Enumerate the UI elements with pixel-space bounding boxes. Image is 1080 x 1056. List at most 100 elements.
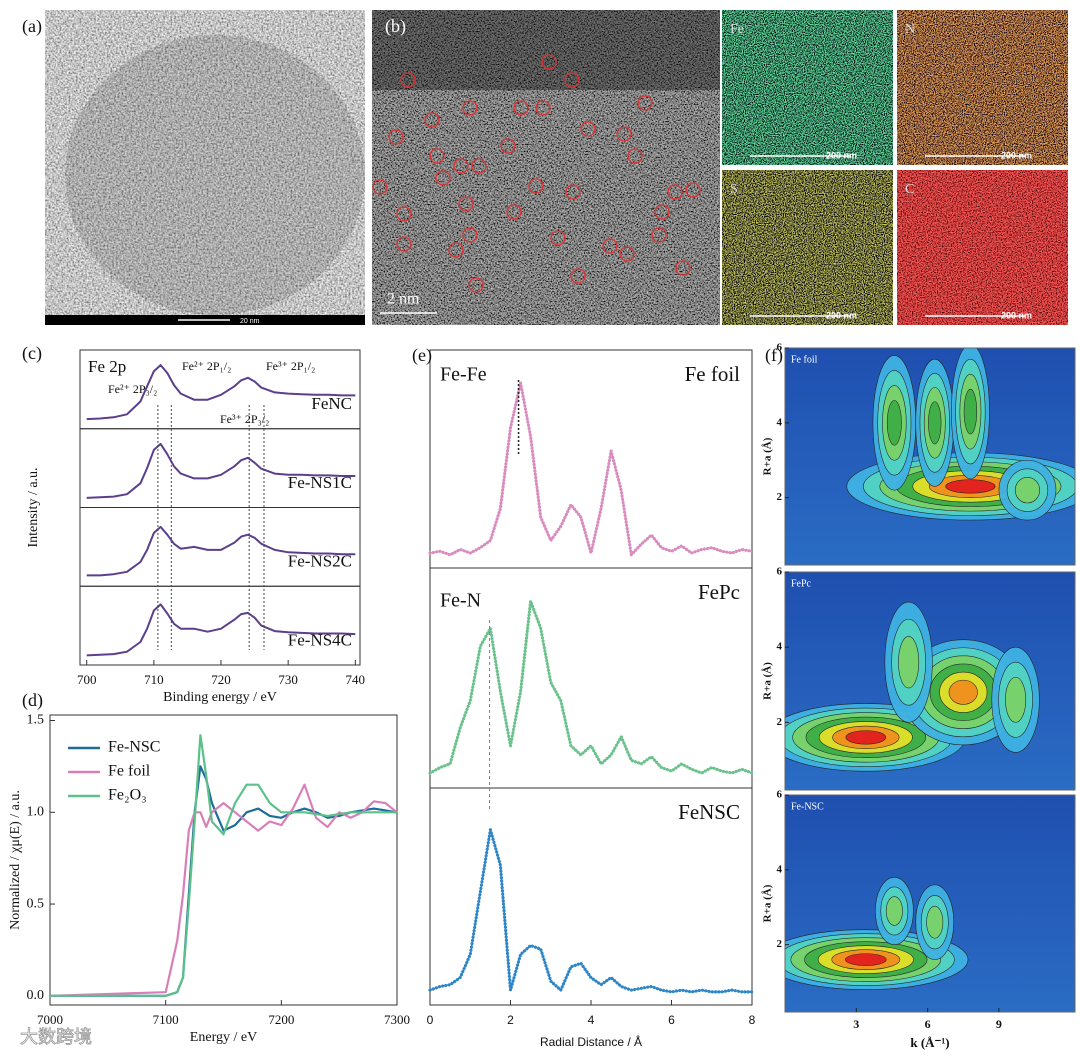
x-axis-label: Radial Distance / Å (540, 1034, 642, 1049)
atom-marker (462, 227, 478, 243)
x-axis-label: Binding energy / eV (163, 690, 277, 705)
wavelet-frame (784, 794, 1076, 1013)
series-line (50, 734, 397, 997)
atom-marker (602, 238, 618, 254)
scale-label: 200 nm (826, 310, 857, 320)
element-label: Fe (730, 22, 744, 37)
eds-map (722, 10, 893, 165)
particle-shade (65, 35, 365, 315)
y-tick-label: 0.0 (27, 988, 45, 1003)
atom-marker (388, 129, 404, 145)
atom-marker (564, 72, 580, 88)
legend-label: Fe₂O₃ (108, 787, 147, 804)
atom-marker (372, 179, 388, 195)
y-tick-label: 0.5 (27, 896, 45, 911)
contour (886, 400, 902, 446)
scale-label: 200 nm (826, 150, 857, 160)
peak-annotation: Fe³⁺ 2P₁/₂ (266, 359, 315, 373)
series-line (50, 765, 398, 997)
y-axis-label: R+a (Å) (762, 437, 774, 475)
x-tick-label: 7300 (384, 1012, 410, 1027)
subplot-frame (79, 507, 361, 587)
scale-label: 20 nm (240, 318, 260, 325)
series-line (429, 600, 753, 774)
element-label: S (730, 182, 738, 197)
x-tick-label: 720 (211, 672, 231, 687)
series-label: Fe foil (685, 362, 741, 386)
peak-annotation: Fe-Fe (440, 364, 487, 386)
series-label: FeNSC (678, 800, 740, 824)
contour (845, 730, 887, 745)
contour (928, 401, 942, 445)
eds-map (897, 170, 1068, 325)
x-tick-label: 6 (925, 1017, 931, 1031)
subplot-title: Fe 2p (88, 357, 126, 376)
x-tick-label: 7100 (153, 1012, 179, 1027)
atom-marker (627, 148, 643, 164)
y-tick-label: 4 (777, 863, 783, 875)
contour (845, 953, 887, 966)
series-label: FeNC (311, 394, 352, 413)
watermark: 大数跨境 (20, 1027, 92, 1047)
atom-marker (637, 95, 653, 111)
charts: FeNC Fe-NS1C Fe-NS2C Fe-NS4C Fe 2p Fe²⁺ 2P₃/₂… (8, 342, 1076, 1050)
series-line (86, 525, 356, 577)
y-tick-label: 2 (777, 716, 783, 728)
wavelet-map (846, 348, 1075, 521)
atom-marker (528, 178, 544, 194)
atom-marker (435, 170, 451, 186)
x-tick-label: 700 (77, 672, 97, 687)
eds-map (722, 170, 893, 325)
eds-maps: Fe 200 nm N 200 nm S 200 nm C 200 nm (722, 10, 1068, 325)
vacuum-shade (372, 10, 720, 90)
scale-label: 200 nm (1001, 150, 1032, 160)
atom-marker (471, 158, 487, 174)
y-tick-label: 6 (777, 342, 783, 354)
series-line (429, 382, 753, 556)
series-line (86, 442, 356, 499)
peak-annotation: Fe²⁺ 2P₃/₂ (108, 382, 157, 396)
x-tick-label: 8 (749, 1013, 756, 1027)
x-tick-label: 710 (144, 672, 164, 687)
x-tick-label: 9 (996, 1017, 1002, 1031)
x-tick-label: 2 (507, 1013, 514, 1027)
panel-name: FePc (791, 578, 812, 589)
atom-marker (667, 184, 683, 200)
haadf-image (372, 10, 720, 325)
wavelet-frame (784, 571, 1076, 791)
contour (1005, 676, 1027, 723)
panel-label: (c) (22, 343, 42, 364)
x-tick-label: 730 (278, 672, 298, 687)
series-label: Fe-NS2C (288, 552, 352, 571)
y-tick-label: 6 (777, 789, 783, 801)
atom-marker (654, 204, 670, 220)
single-atom-markers (372, 54, 701, 293)
scale-label: 2 nm (387, 291, 420, 308)
atom-marker (396, 206, 412, 222)
wavelet-map (785, 601, 1040, 772)
atom-marker (616, 126, 632, 142)
series-line (428, 828, 754, 994)
atom-marker (453, 158, 469, 174)
atom-marker (429, 148, 445, 164)
atom-marker (468, 277, 484, 293)
panel-name: Fe-NSC (791, 801, 824, 812)
atom-marker (513, 100, 529, 116)
atom-marker (541, 54, 557, 70)
x-axis-label: Energy / eV (190, 1030, 257, 1045)
atom-marker (400, 72, 416, 88)
series-line (86, 364, 356, 421)
x-axis-label: k (Å⁻¹) (910, 1035, 949, 1050)
contour (1014, 477, 1040, 504)
peak-annotation: Fe³⁺ 2P₃/₂ (220, 412, 269, 426)
y-axis-label: Intensity / a.u. (26, 467, 41, 547)
legend-label: Fe foil (108, 763, 151, 780)
atom-marker (396, 236, 412, 252)
y-axis-label: Normalized / χμ(E) / a.u. (8, 790, 23, 930)
series-line (428, 381, 754, 557)
y-tick-label: 1.0 (27, 804, 45, 819)
x-tick-label: 7000 (37, 1012, 63, 1027)
panel-label: (d) (22, 690, 43, 711)
contour (926, 905, 944, 939)
